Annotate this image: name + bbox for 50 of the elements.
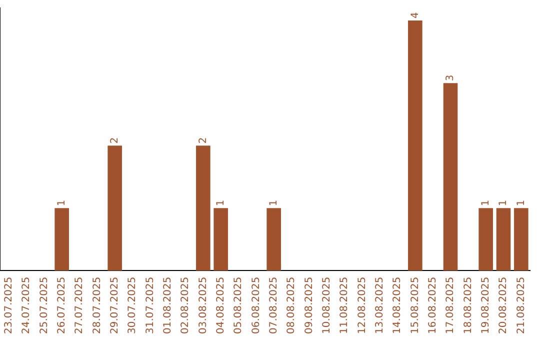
data-label: 1 xyxy=(516,200,527,206)
x-tick-label: 01.08.2025 xyxy=(162,276,174,334)
bar xyxy=(266,208,281,271)
bar xyxy=(196,146,210,271)
data-label: 4 xyxy=(410,12,421,19)
x-tick-label: 11.08.2025 xyxy=(339,276,350,334)
x-tick-label: 18.08.2025 xyxy=(462,276,474,334)
data-label: 1 xyxy=(480,200,492,206)
x-tick-label: 12.08.2025 xyxy=(356,276,368,334)
x-tick-label: 31.07.2025 xyxy=(144,276,156,334)
x-tick-label: 19.08.2025 xyxy=(480,276,492,334)
bar xyxy=(514,208,528,271)
x-tick-label: 06.08.2025 xyxy=(250,276,262,334)
x-tick-label: 05.08.2025 xyxy=(233,276,244,334)
x-tick-label: 08.08.2025 xyxy=(286,276,298,334)
x-tick-label: 26.07.2025 xyxy=(56,276,68,334)
data-label: 1 xyxy=(56,200,68,206)
x-tick-label: 29.07.2025 xyxy=(109,276,120,334)
x-tick-label: 17.08.2025 xyxy=(445,276,456,334)
x-tick-label: 30.07.2025 xyxy=(127,276,138,334)
x-tick-label: 25.07.2025 xyxy=(38,276,50,334)
x-tick-label: 07.08.2025 xyxy=(268,276,280,334)
data-label: 1 xyxy=(498,200,510,206)
x-tick-label: 20.08.2025 xyxy=(498,276,510,334)
bar xyxy=(478,208,493,271)
x-tick-label: 13.08.2025 xyxy=(374,276,386,334)
bar xyxy=(214,208,228,271)
x-tick-label: 14.08.2025 xyxy=(392,276,404,334)
x-tick-label: 04.08.2025 xyxy=(215,276,226,334)
data-label: 3 xyxy=(445,74,456,82)
x-tick-label: 15.08.2025 xyxy=(410,276,421,334)
bar xyxy=(54,208,69,271)
x-tick-label: 28.07.2025 xyxy=(92,276,103,334)
bar xyxy=(408,20,422,271)
data-label: 2 xyxy=(198,137,209,144)
x-tick-label: 10.08.2025 xyxy=(321,276,332,334)
data-label: 2 xyxy=(109,137,120,144)
x-tick-label: 09.08.2025 xyxy=(304,276,315,334)
x-tick-label: 02.08.2025 xyxy=(180,276,192,334)
bar xyxy=(496,208,511,271)
data-label: 1 xyxy=(215,200,226,206)
bar xyxy=(443,83,458,271)
x-tick-label: 16.08.2025 xyxy=(427,276,438,334)
x-tick-label: 23.07.2025 xyxy=(3,276,14,334)
x-tick-label: 24.07.2025 xyxy=(21,276,32,334)
x-tick-label: 27.07.2025 xyxy=(74,276,86,334)
x-tick-label: 03.08.2025 xyxy=(198,276,209,334)
data-label: 1 xyxy=(268,200,280,206)
bar xyxy=(108,146,122,271)
x-tick-label: 21.08.2025 xyxy=(516,276,527,334)
